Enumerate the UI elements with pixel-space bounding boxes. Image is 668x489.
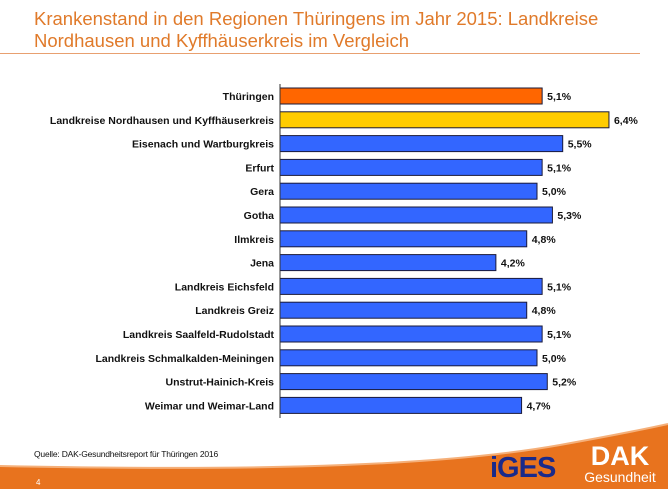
page-number: 4	[36, 478, 41, 487]
dak-logo-text: DAK	[590, 441, 650, 471]
category-label: Thüringen	[223, 91, 274, 103]
footer-orange-shape	[0, 424, 668, 489]
category-label: Landkreis Greiz	[195, 305, 274, 317]
data-label: 4,7%	[527, 400, 552, 412]
category-label: Weimar und Weimar-Land	[145, 400, 274, 412]
source-note: Quelle: DAK-Gesundheitsreport für Thürin…	[34, 449, 218, 459]
data-label: 5,1%	[547, 91, 572, 103]
bar-chart: Thüringen 5,1% Landkreise Nordhausen und K…	[50, 84, 639, 418]
category-label: Ilmkreis	[234, 234, 274, 246]
data-label: 4,8%	[532, 305, 557, 317]
category-label: Landkreise Nordhausen und Kyffhäuserkrei…	[50, 115, 274, 127]
slide-title: Krankenstand in den Regionen Thüringens …	[34, 8, 599, 51]
category-label: Unstrut-Hainich-Kreis	[165, 377, 274, 389]
category-label: Landkreis Eichsfeld	[175, 281, 274, 293]
category-label: Jena	[250, 258, 274, 270]
data-label: 5,1%	[547, 329, 572, 341]
category-label: Erfurt	[245, 162, 274, 174]
category-label: Gera	[250, 186, 274, 198]
data-label: 5,5%	[568, 139, 593, 151]
dak-logo: DAK Gesundheit	[580, 441, 660, 486]
data-label: 5,2%	[552, 377, 577, 389]
iges-logo: iGES	[490, 452, 556, 484]
category-label: Eisenach und Wartburgkreis	[132, 139, 274, 151]
data-label: 4,2%	[501, 258, 526, 270]
category-label: Landkreis Saalfeld-Rudolstadt	[123, 329, 275, 341]
data-label: 5,1%	[547, 162, 572, 174]
data-label: 4,8%	[532, 234, 557, 246]
category-label: Landkreis Schmalkalden-Meiningen	[95, 353, 274, 365]
dak-logo-subtext: Gesundheit	[584, 469, 656, 485]
data-label: 5,0%	[542, 353, 567, 365]
category-label: Gotha	[244, 210, 274, 222]
data-label: 5,0%	[542, 186, 567, 198]
title-divider	[0, 53, 640, 54]
data-label: 5,3%	[557, 210, 582, 222]
data-label: 5,1%	[547, 281, 572, 293]
footer-highlight-curve	[0, 423, 668, 469]
data-label: 6,4%	[614, 115, 639, 127]
